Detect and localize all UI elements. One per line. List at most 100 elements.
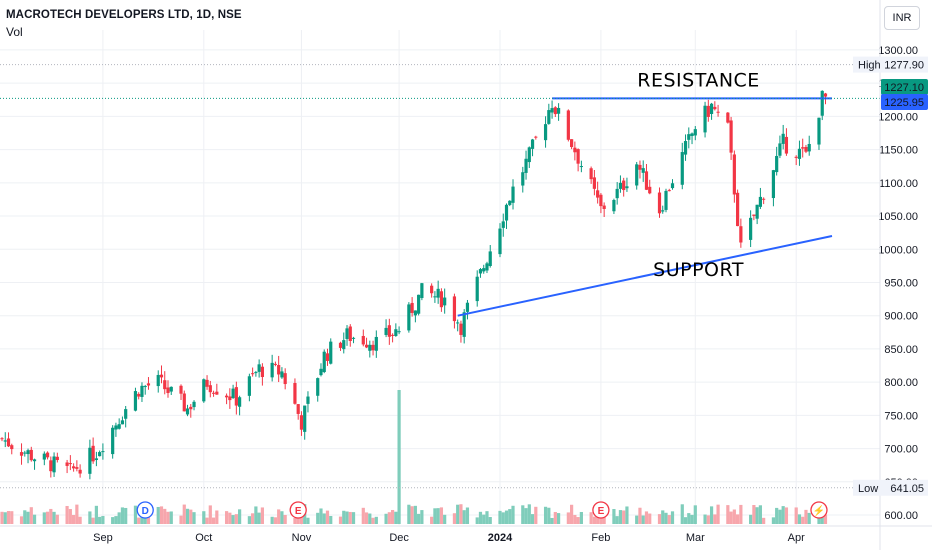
volume-bar <box>251 513 255 524</box>
candle-body <box>296 404 300 414</box>
candle-body <box>781 133 785 144</box>
support-trendline <box>457 234 833 317</box>
candle-body <box>576 149 580 164</box>
volume-bar <box>781 506 785 524</box>
volume-bar <box>185 508 190 524</box>
candle-body <box>316 378 320 396</box>
volume-bar <box>732 509 736 524</box>
candle-body <box>192 401 196 408</box>
volume-bar <box>224 511 229 524</box>
volume-bar <box>215 510 219 524</box>
volume-bar <box>667 515 671 524</box>
volume-bar <box>319 508 323 524</box>
volume-bar <box>459 504 463 524</box>
candle-body <box>413 310 417 316</box>
volume-bar <box>273 517 278 524</box>
currency-button[interactable]: INR <box>884 6 920 30</box>
volume-bar <box>65 505 69 524</box>
candle-body <box>797 148 802 159</box>
candle-body <box>215 391 219 395</box>
chart-overlays: RESISTANCE SUPPORT D E E ⚡ <box>0 64 880 519</box>
event-marker-label: E <box>598 506 605 517</box>
volume-bar <box>452 513 457 524</box>
volume-bar <box>283 514 287 524</box>
volume-bar <box>687 513 691 524</box>
volume-bar <box>739 504 743 524</box>
volume-bar <box>485 511 489 524</box>
candle-body <box>351 337 356 339</box>
volume-bar <box>169 511 173 524</box>
candle-body <box>758 196 762 207</box>
volume-bar <box>508 509 512 524</box>
volume-bar <box>124 507 128 524</box>
candle-body <box>166 387 170 394</box>
candle-body <box>185 408 190 415</box>
volume-bar <box>648 513 652 524</box>
candle-body <box>465 302 470 312</box>
candle-body <box>736 192 740 227</box>
candle-body <box>482 268 486 272</box>
candle-body <box>817 117 821 145</box>
candle-body <box>133 391 138 411</box>
candle-body <box>504 204 509 221</box>
candle-body <box>345 328 349 339</box>
volume-bar <box>45 511 50 524</box>
volume-bar <box>52 511 56 524</box>
candle-body <box>430 285 434 294</box>
candle-body <box>182 393 186 412</box>
volume-bar <box>293 517 297 524</box>
volume-bar <box>612 509 616 524</box>
price-label-bg <box>881 79 928 95</box>
y-tick-label: 900.00 <box>884 311 918 323</box>
candle-body <box>329 341 333 364</box>
volume-bar <box>475 517 479 524</box>
candle-body <box>556 107 561 114</box>
candle-body <box>716 111 720 113</box>
volume-bar <box>88 511 92 524</box>
volume-bar <box>394 511 398 524</box>
volume-bar <box>530 514 535 524</box>
candle-body <box>410 302 414 313</box>
candle-body <box>641 168 645 173</box>
volume-bar <box>114 516 118 524</box>
candle-body <box>820 90 824 116</box>
x-tick-label: Oct <box>195 532 212 544</box>
candle-body <box>277 365 281 375</box>
candle-body <box>169 386 173 392</box>
candle-body <box>283 373 287 385</box>
candle-body <box>205 379 209 387</box>
volume-bar <box>361 507 365 524</box>
volume-bar <box>192 512 196 524</box>
candle-body <box>475 276 479 302</box>
volume-bars <box>0 390 828 524</box>
volume-bar <box>543 506 548 524</box>
y-tick-label: 1150.00 <box>879 145 918 157</box>
candle-body <box>530 139 535 149</box>
candle-body <box>648 186 652 194</box>
volume-bar <box>579 511 583 524</box>
volume-bar <box>0 511 4 524</box>
candle-body <box>670 183 675 189</box>
volume-bar <box>179 515 183 524</box>
low-label: Low 641.05 <box>853 479 928 496</box>
volume-bar <box>661 510 665 524</box>
volume-bar <box>228 512 232 524</box>
low-label-value: 641.05 <box>890 483 924 495</box>
candle-body <box>443 297 447 306</box>
candle-body <box>508 200 512 205</box>
volume-bar <box>78 516 82 524</box>
volume-bar <box>570 504 574 524</box>
volume-bar <box>680 504 684 524</box>
chart-grid <box>0 30 880 525</box>
candle-body <box>420 283 424 299</box>
candle-body <box>729 120 733 153</box>
candle-body <box>622 180 626 191</box>
volume-bar <box>690 514 694 524</box>
volume-bar <box>823 514 828 524</box>
candle-body <box>550 108 554 113</box>
volume-bar <box>534 506 538 524</box>
candle-body <box>78 469 82 474</box>
volume-bar <box>234 514 238 524</box>
event-marker-label: D <box>142 506 149 517</box>
